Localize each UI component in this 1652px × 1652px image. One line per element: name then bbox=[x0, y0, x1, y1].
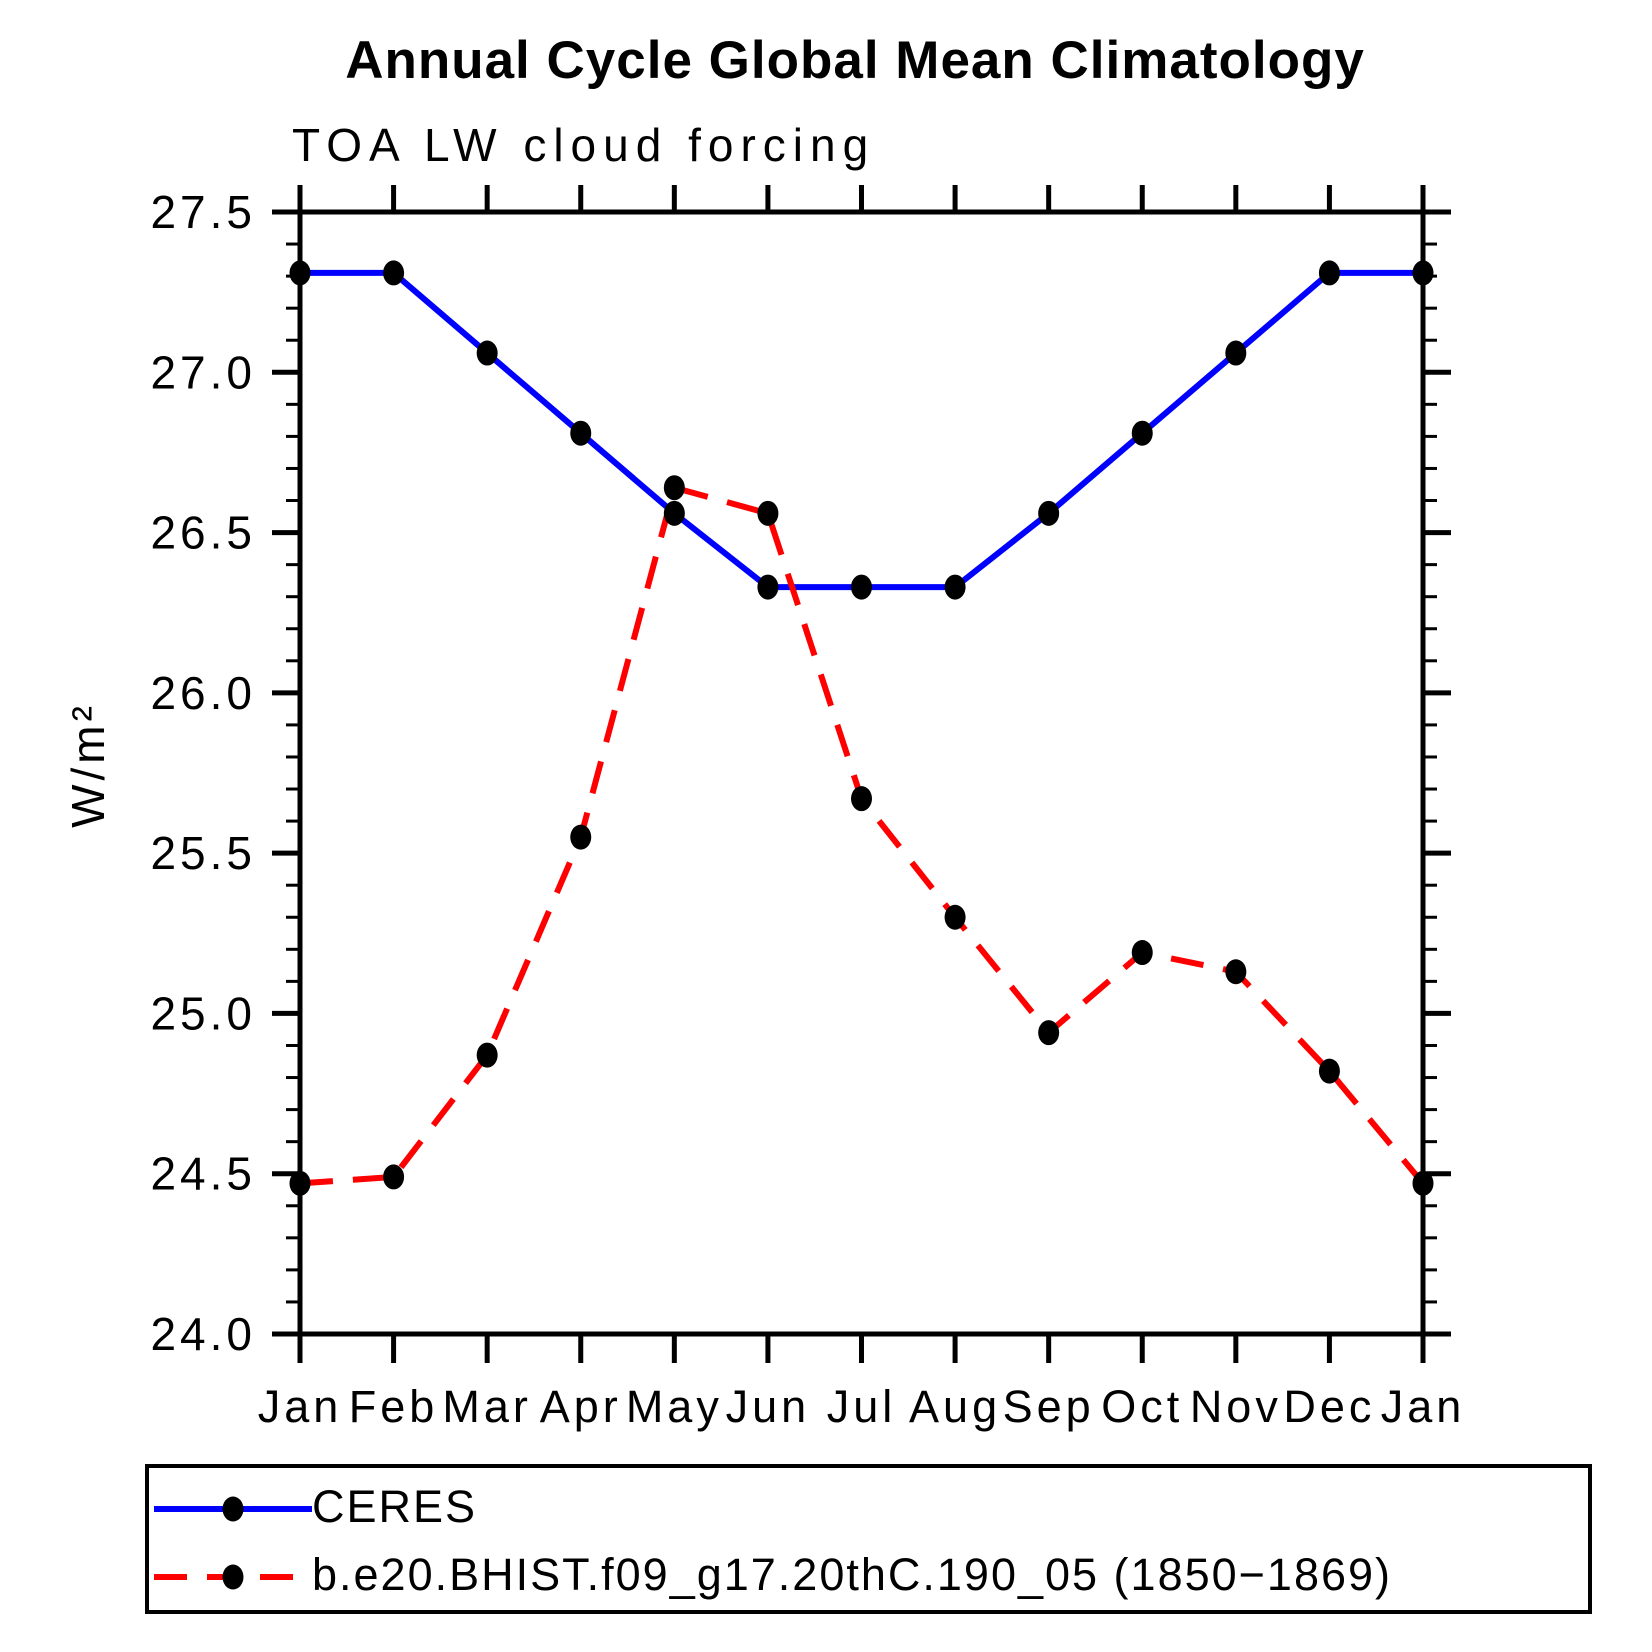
x-tick-labels: Jan Feb Mar Apr May Jun Jul Aug Sep Oct Nov Dec Jan bbox=[258, 1381, 1466, 1432]
axis-frame bbox=[297, 209, 1426, 1337]
data-point-marker bbox=[1131, 940, 1153, 966]
data-point-marker bbox=[289, 1170, 311, 1196]
data-point-marker bbox=[476, 340, 498, 366]
data-point-marker bbox=[944, 574, 966, 600]
y-tick-label: 26.5 bbox=[150, 507, 256, 559]
legend-label: CERES bbox=[312, 1480, 478, 1532]
data-point-marker bbox=[289, 260, 311, 286]
data-point-marker bbox=[1131, 420, 1153, 446]
data-point-marker bbox=[383, 260, 405, 286]
data-point-marker bbox=[570, 420, 592, 446]
x-tick-label: Oct bbox=[1101, 1381, 1183, 1432]
y-tick-label: 27.0 bbox=[150, 346, 256, 398]
legend-marker bbox=[222, 1564, 244, 1590]
data-point-marker bbox=[1225, 959, 1247, 985]
legend-label: b.e20.BHIST.f09_g17.20thC.190_05 (1850−1… bbox=[312, 1548, 1393, 1600]
legend-box: CERES b.e20.BHIST.f09_g17.20thC.190_05 (… bbox=[145, 1464, 1592, 1614]
series-markers bbox=[289, 260, 1434, 1196]
x-tick-label: Jul bbox=[827, 1381, 897, 1432]
series-line-0 bbox=[300, 269, 1423, 591]
data-point-marker bbox=[1038, 500, 1060, 526]
data-point-marker bbox=[1412, 1170, 1434, 1196]
y-tick-label: 24.0 bbox=[150, 1308, 256, 1360]
axis-ticks bbox=[272, 185, 1451, 1363]
data-point-marker bbox=[476, 1042, 498, 1068]
x-tick-label: Jan bbox=[258, 1381, 343, 1432]
legend-sample-line bbox=[154, 1496, 312, 1522]
data-point-marker bbox=[1038, 1020, 1060, 1046]
y-tick-label: 27.5 bbox=[150, 186, 256, 238]
data-point-marker bbox=[570, 824, 592, 850]
x-tick-label: Feb bbox=[349, 1381, 439, 1432]
plot-frame bbox=[297, 209, 1426, 1337]
y-tick-label: 24.5 bbox=[150, 1148, 256, 1200]
x-tick-label: Jan bbox=[1381, 1381, 1466, 1432]
x-tick-label: Mar bbox=[442, 1381, 532, 1432]
data-point-marker bbox=[383, 1164, 405, 1190]
data-point-marker bbox=[1225, 340, 1247, 366]
data-point-marker bbox=[757, 574, 779, 600]
x-tick-label: Sep bbox=[1003, 1381, 1095, 1432]
x-tick-label: Apr bbox=[540, 1381, 622, 1432]
data-point-marker bbox=[1412, 260, 1434, 286]
x-tick-label: Dec bbox=[1283, 1381, 1375, 1432]
data-point-marker bbox=[663, 475, 685, 501]
x-tick-label: Aug bbox=[909, 1381, 1001, 1432]
legend-sample-line bbox=[154, 1564, 312, 1590]
data-point-marker bbox=[757, 500, 779, 526]
data-point-marker bbox=[851, 786, 872, 812]
y-tick-labels: 24.0 24.5 25.0 25.5 26.0 26.5 27.0 27.5 bbox=[150, 186, 256, 1360]
data-point-marker bbox=[1318, 1058, 1340, 1084]
chart-title: Annual Cycle Global Mean Climatology bbox=[345, 31, 1365, 90]
data-point-marker bbox=[663, 500, 685, 526]
legend-marker bbox=[222, 1496, 244, 1522]
y-tick-label: 25.0 bbox=[150, 987, 256, 1039]
chart-subtitle: TOA LW cloud forcing bbox=[292, 119, 876, 171]
x-tick-label: Jun bbox=[726, 1381, 811, 1432]
x-tick-label: May bbox=[626, 1381, 723, 1432]
x-tick-label: Nov bbox=[1190, 1381, 1282, 1432]
data-point-marker bbox=[1318, 260, 1340, 286]
y-tick-label: 26.0 bbox=[150, 667, 256, 719]
y-tick-label: 25.5 bbox=[150, 827, 256, 879]
data-point-marker bbox=[851, 574, 872, 600]
data-point-marker bbox=[944, 904, 966, 930]
series-lines bbox=[299, 269, 1426, 1187]
